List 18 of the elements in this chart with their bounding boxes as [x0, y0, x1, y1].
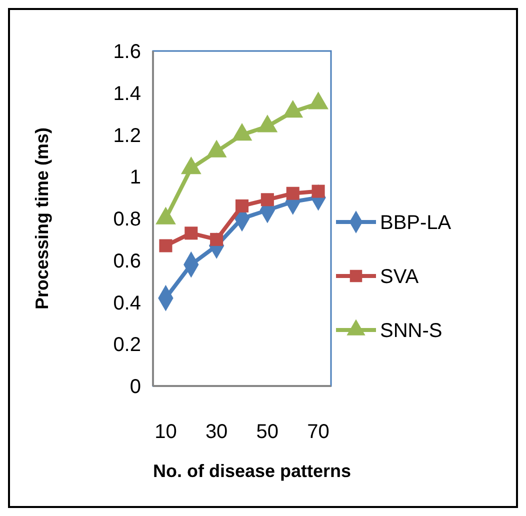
legend-label: SVA: [380, 266, 420, 288]
y-tick-label: 1.4: [113, 82, 141, 105]
y-tick-label: 0.6: [113, 250, 141, 272]
x-axis-title: No. of disease patterns: [152, 461, 352, 481]
y-tick-label: 0: [130, 376, 141, 398]
y-tick-label: 1.2: [113, 124, 141, 147]
y-axis-title: Processing time (ms): [32, 127, 52, 310]
y-tick-label: 0.4: [113, 292, 141, 314]
x-tick-label: 30: [205, 421, 228, 443]
x-tick-label: 70: [307, 421, 330, 443]
x-tick-label: 50: [256, 421, 279, 443]
y-tick-label: 1.6: [113, 41, 141, 63]
y-tick-label: 0.2: [113, 334, 141, 356]
y-tick-label: 1: [130, 166, 141, 189]
y-tick-label: 0.8: [113, 208, 141, 230]
legend-label: SNN-S: [380, 320, 442, 342]
legend-label: BBP-LA: [380, 212, 452, 234]
x-tick-label: 10: [154, 421, 177, 443]
